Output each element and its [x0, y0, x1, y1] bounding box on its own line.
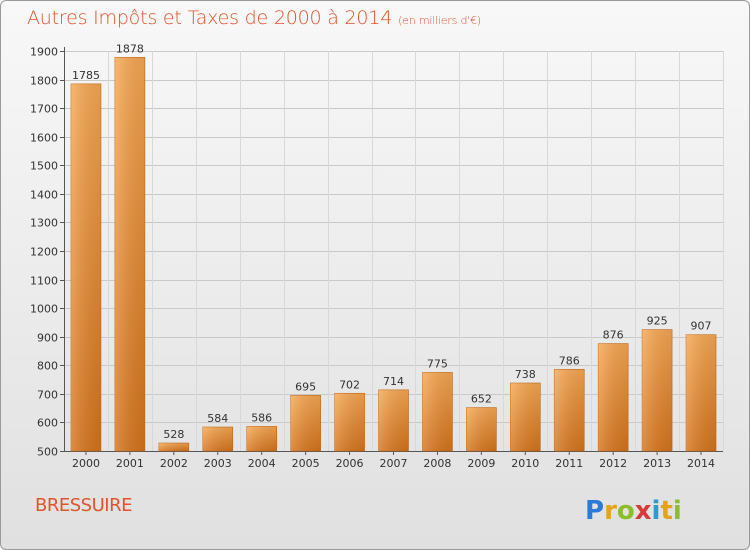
y-tick-label: 1600: [30, 132, 58, 145]
data-label: 738: [515, 368, 536, 381]
x-tick-label: 2006: [336, 457, 364, 470]
bar-shading: [598, 343, 629, 451]
y-tick-label: 1300: [30, 217, 58, 230]
x-tick-label: 2003: [204, 457, 232, 470]
data-label: 702: [339, 378, 360, 391]
y-tick-label: 1900: [30, 46, 58, 59]
y-tick-label: 1100: [30, 275, 58, 288]
y-tick-label: 1800: [30, 75, 58, 88]
data-label: 907: [691, 320, 712, 333]
bar-shading: [246, 426, 277, 451]
x-tick-label: 2007: [380, 457, 408, 470]
y-tick-label: 1000: [30, 303, 58, 316]
bar-shading: [422, 372, 453, 451]
data-label: 925: [647, 315, 668, 328]
chart-subtitle: (en milliers d'€): [398, 14, 481, 27]
data-label: 586: [251, 411, 272, 424]
y-tick-label: 800: [37, 360, 58, 373]
y-tick-label: 900: [37, 332, 58, 345]
x-tick-label: 2005: [292, 457, 320, 470]
y-tick-label: 1700: [30, 103, 58, 116]
x-tick-label: 2000: [72, 457, 100, 470]
bar-shading: [290, 395, 321, 451]
bar-shading: [642, 329, 673, 451]
chart-title-text: Autres Impôts et Taxes de 2000 à 2014: [27, 7, 393, 29]
bar-shading: [114, 57, 145, 452]
svg-text:Proxiti: Proxiti: [585, 496, 682, 526]
bar-shading: [158, 443, 189, 451]
bar-shading: [510, 383, 541, 451]
data-label: 695: [295, 380, 316, 393]
bar-shading: [202, 427, 233, 451]
city-name: BRESSUIRE: [35, 495, 132, 516]
chart-title: Autres Impôts et Taxes de 2000 à 2014 (en…: [27, 7, 481, 29]
bar-shading: [334, 393, 365, 451]
y-tick-label: 1400: [30, 189, 58, 202]
data-label: 528: [163, 428, 184, 441]
y-tick-label: 600: [37, 417, 58, 430]
data-label: 876: [603, 329, 624, 342]
y-tick-label: 1500: [30, 160, 58, 173]
bar-shading: [686, 334, 717, 451]
axes: 500 600 700 800 900 1000 1100 1200 1300 1400 1500 1…: [30, 46, 723, 470]
x-tick-label: 2010: [511, 457, 539, 470]
data-label: 1878: [116, 42, 144, 55]
x-tick-label: 2002: [160, 457, 188, 470]
bar-shading: [378, 389, 409, 451]
proxiti-logo[interactable]: Proxiti: [583, 489, 693, 529]
bar-shading: [466, 407, 497, 451]
data-label: 786: [559, 354, 580, 367]
x-tick-label: 2011: [555, 457, 583, 470]
bar-shading: [70, 83, 101, 451]
y-tick-label: 700: [37, 389, 58, 402]
y-tick-label: 1200: [30, 246, 58, 259]
x-tick-label: 2009: [467, 457, 495, 470]
x-tick-label: 2013: [643, 457, 671, 470]
bar-shading: [554, 369, 585, 451]
data-label: 652: [471, 393, 492, 406]
bars: [70, 56, 717, 452]
data-label: 1785: [72, 69, 100, 82]
y-tick-label: 500: [37, 446, 58, 459]
data-label: 775: [427, 357, 448, 370]
x-tick-label: 2012: [599, 457, 627, 470]
x-tick-label: 2008: [423, 457, 451, 470]
x-tick-label: 2004: [248, 457, 276, 470]
x-tick-label: 2001: [116, 457, 144, 470]
x-tick-label: 2014: [687, 457, 715, 470]
data-label: 714: [383, 375, 404, 388]
data-label: 584: [207, 412, 228, 425]
labels: 1785 1878 528 584 586 695 702 714 775 652 738 786 87…: [72, 42, 712, 441]
